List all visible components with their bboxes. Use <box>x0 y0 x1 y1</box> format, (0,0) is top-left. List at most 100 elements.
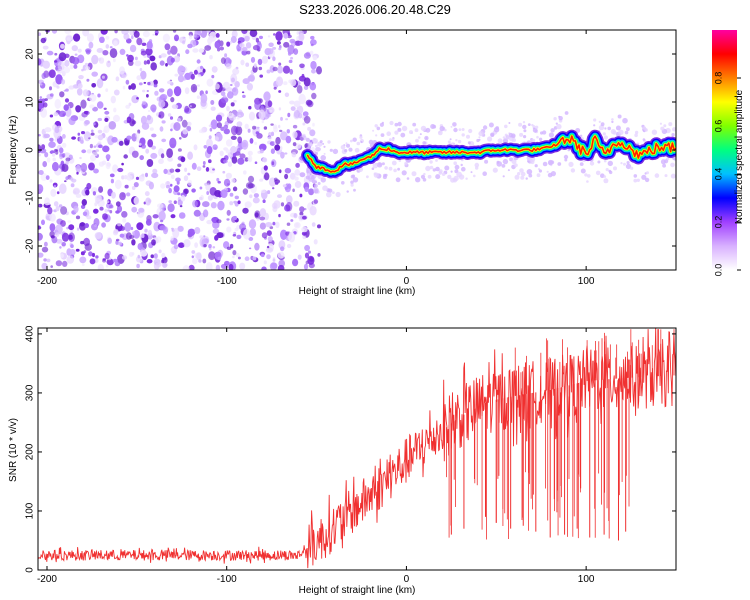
halo-speckle <box>664 159 669 164</box>
noise-speckle <box>55 205 60 212</box>
halo-speckle <box>593 124 596 127</box>
noise-speckle <box>244 35 250 42</box>
noise-speckle <box>293 110 300 118</box>
noise-speckle <box>124 222 132 232</box>
noise-speckle <box>227 91 234 99</box>
noise-speckle <box>152 214 159 219</box>
noise-speckle <box>91 83 97 88</box>
halo-speckle <box>495 126 500 130</box>
noise-speckle <box>273 86 277 90</box>
noise-speckle <box>196 59 201 64</box>
noise-speckle <box>140 250 148 257</box>
halo-speckle <box>319 140 323 144</box>
noise-speckle <box>64 60 70 67</box>
halo-speckle <box>393 168 397 173</box>
noise-speckle <box>134 56 138 61</box>
noise-speckle <box>170 236 174 241</box>
halo-speckle <box>425 137 428 140</box>
noise-speckle <box>149 127 154 131</box>
noise-speckle <box>172 30 177 33</box>
noise-speckle <box>280 246 285 252</box>
noise-speckle <box>144 191 150 197</box>
noise-speckle <box>167 113 172 117</box>
noise-speckle <box>69 177 74 181</box>
spectrogram-y-ticks: -20 -10 0 10 20 <box>25 48 676 253</box>
halo-speckle <box>492 167 498 173</box>
colorbar-tick-label: 0.8 <box>713 72 723 85</box>
noise-speckle <box>93 168 99 174</box>
noise-speckle <box>59 183 67 194</box>
halo-speckle <box>598 120 601 123</box>
colorbar: 0.0 0.2 0.4 0.6 0.8 Normalized spectral ampl… <box>712 30 745 276</box>
halo-speckle <box>453 161 458 165</box>
noise-speckle <box>164 43 171 51</box>
noise-speckle <box>133 196 140 205</box>
noise-speckle <box>249 194 253 199</box>
noise-speckle <box>226 209 231 216</box>
noise-speckle <box>223 128 230 135</box>
noise-speckle <box>184 87 190 95</box>
noise-speckle <box>197 74 202 78</box>
noise-speckle <box>122 218 127 223</box>
noise-speckle <box>305 99 313 106</box>
halo-speckle <box>404 161 408 166</box>
noise-speckle <box>292 124 298 129</box>
halo-speckle <box>450 177 456 183</box>
noise-speckle <box>174 73 179 77</box>
noise-speckle <box>65 160 69 165</box>
noise-speckle <box>191 162 197 170</box>
noise-speckle <box>192 48 199 53</box>
noise-speckle <box>247 150 253 156</box>
noise-speckle <box>40 37 46 44</box>
noise-speckle <box>70 244 74 249</box>
halo-speckle <box>536 135 539 139</box>
noise-speckle <box>208 166 216 174</box>
noise-speckle <box>107 237 112 244</box>
noise-speckle <box>188 264 195 270</box>
noise-speckle <box>153 79 158 86</box>
halo-speckle <box>550 171 557 177</box>
noise-speckle <box>303 85 309 90</box>
halo-speckle <box>323 145 326 148</box>
noise-speckle <box>170 247 175 252</box>
noise-speckle <box>303 52 311 59</box>
halo-speckle <box>397 167 400 171</box>
noise-speckle <box>102 50 109 56</box>
noise-speckle <box>161 120 166 124</box>
halo-speckle <box>633 174 638 178</box>
noise-speckle <box>77 83 83 89</box>
noise-speckle <box>106 60 111 68</box>
noise-speckle <box>92 106 98 112</box>
noise-speckle <box>91 71 98 77</box>
noise-speckle <box>140 50 147 56</box>
noise-speckle <box>260 253 265 258</box>
halo-speckle <box>380 133 385 138</box>
noise-speckle <box>299 40 303 46</box>
snr-x-ticks: -200 -100 0 100 <box>37 328 595 585</box>
noise-speckle <box>182 265 190 270</box>
halo-speckle <box>417 136 421 139</box>
noise-speckle <box>209 55 213 60</box>
noise-speckle <box>166 148 174 159</box>
halo-speckle <box>642 126 647 130</box>
halo-speckle <box>507 169 510 172</box>
halo-speckle <box>527 160 530 163</box>
noise-speckle <box>253 63 257 68</box>
noise-speckle <box>110 95 117 104</box>
noise-speckle <box>141 173 145 177</box>
noise-speckle <box>214 251 222 261</box>
halo-speckle <box>452 122 457 127</box>
noise-speckle <box>290 56 294 60</box>
noise-speckle <box>109 204 114 209</box>
noise-speckle <box>187 172 191 176</box>
noise-speckle <box>253 193 259 198</box>
noise-speckle <box>225 139 233 147</box>
noise-speckle <box>289 172 296 180</box>
noise-speckle <box>214 83 220 90</box>
noise-speckle <box>197 84 200 87</box>
noise-speckle <box>46 258 51 263</box>
noise-speckle <box>309 205 317 216</box>
noise-speckle <box>222 95 227 99</box>
noise-speckle <box>226 105 230 112</box>
